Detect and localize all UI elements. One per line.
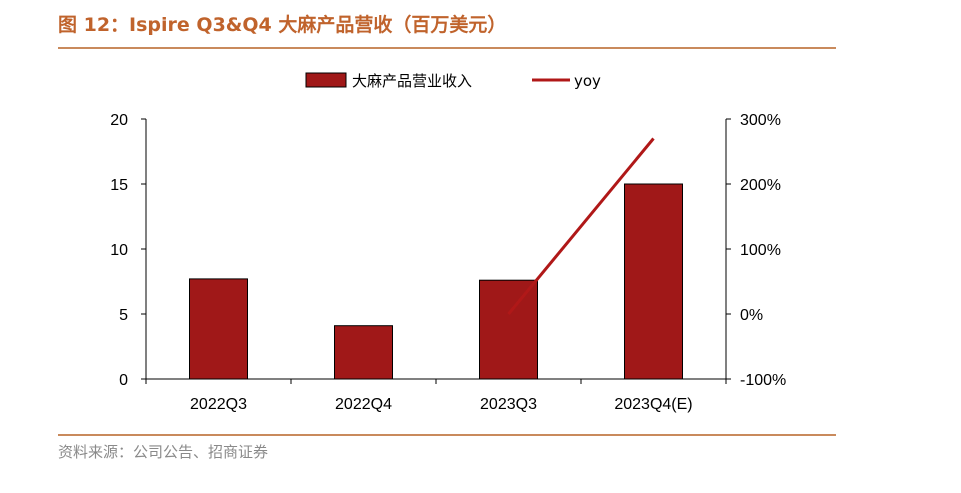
source-note: 资料来源：公司公告、招商证券 — [58, 443, 269, 461]
legend-label-line: yoy — [574, 72, 601, 90]
bar — [624, 183, 683, 380]
left-tick-label: 5 — [119, 307, 128, 324]
bar-series — [189, 183, 683, 380]
bar — [479, 279, 538, 380]
right-tick-label: 200% — [740, 177, 781, 194]
bar — [189, 278, 248, 380]
right-tick-label: 0% — [740, 307, 763, 324]
left-axis: 0 5 10 15 20 — [110, 112, 147, 389]
right-tick-label: -100% — [740, 372, 786, 389]
chart-title: 图 12：Ispire Q3&Q4 大麻产品营收（百万美元） — [58, 14, 507, 36]
right-axis: -100% 0% 100% 200% 300% — [725, 112, 786, 389]
x-tick-label: 2022Q3 — [190, 396, 247, 413]
line-series — [507, 137, 655, 315]
left-tick-label: 0 — [119, 372, 128, 389]
bar — [334, 325, 393, 380]
right-tick-label: 300% — [740, 112, 781, 129]
yoy-line — [507, 137, 655, 315]
legend-label-bar: 大麻产品营业收入 — [352, 72, 472, 90]
left-tick-label: 10 — [110, 242, 128, 259]
x-axis: 2022Q3 2022Q4 2023Q3 2023Q4(E) — [145, 378, 727, 413]
x-tick-label: 2023Q3 — [480, 396, 537, 413]
top-divider — [58, 47, 836, 49]
x-tick-label: 2023Q4(E) — [614, 396, 692, 413]
x-tick-label: 2022Q4 — [335, 396, 392, 413]
bottom-divider — [58, 434, 836, 436]
legend-swatch-bar — [305, 72, 347, 88]
legend: 大麻产品营业收入 yoy — [305, 72, 601, 90]
left-tick-label: 15 — [110, 177, 128, 194]
right-tick-label: 100% — [740, 242, 781, 259]
left-tick-label: 20 — [110, 112, 128, 129]
